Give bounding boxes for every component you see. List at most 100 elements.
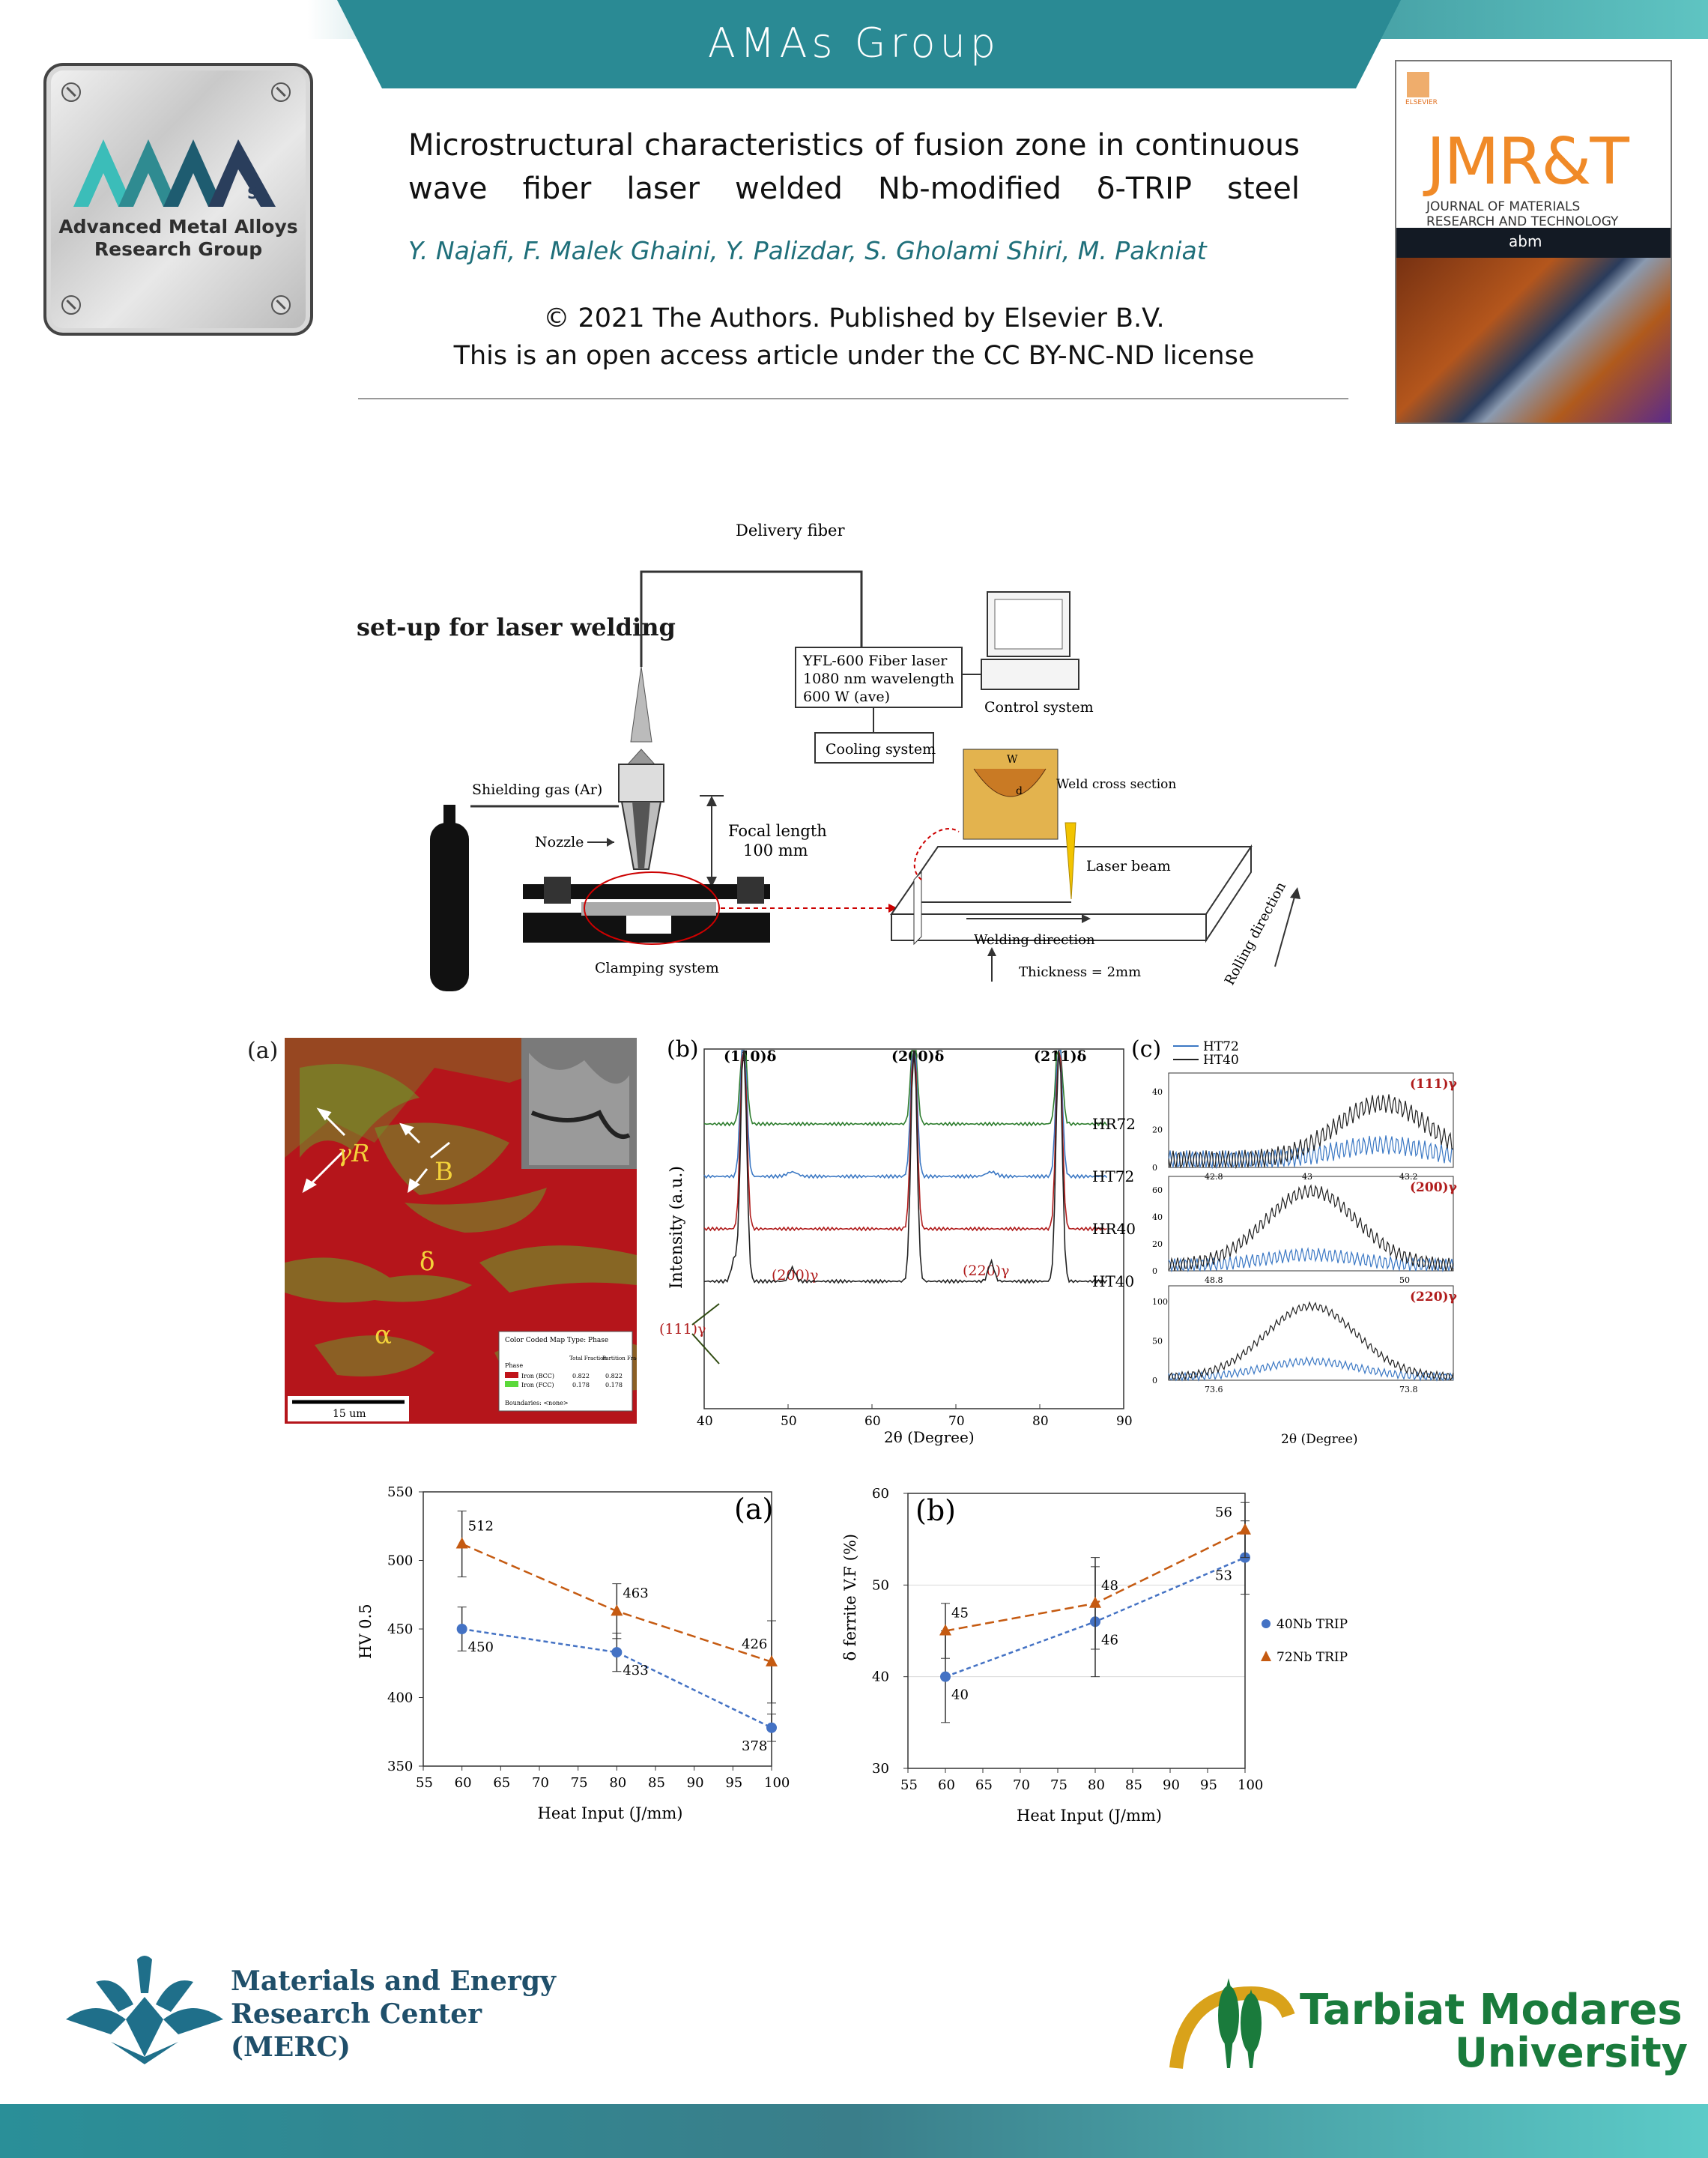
xrd-x-tick-label: 70 xyxy=(948,1414,965,1429)
y-tick-label: 350 xyxy=(387,1759,413,1774)
xrd-panel-label: (b) xyxy=(667,1036,699,1063)
elsevier-tree-icon xyxy=(1407,72,1429,97)
x-tick-label: 70 xyxy=(532,1775,549,1791)
screw-icon xyxy=(271,82,291,102)
merc-name-line1: Materials and Energy xyxy=(231,1965,556,1997)
x-tick-label: 55 xyxy=(416,1775,433,1791)
zoom-trace-ht40 xyxy=(1168,1301,1454,1382)
x-tick-label: 55 xyxy=(900,1777,918,1793)
xrd-series-label-hr40: HR40 xyxy=(1092,1220,1136,1238)
zoom-panel-peak-label: (220)γ xyxy=(1410,1290,1458,1305)
data-label: 56 xyxy=(1215,1505,1232,1520)
data-point xyxy=(939,1624,951,1636)
data-label: 450 xyxy=(468,1639,494,1655)
zoom-panel-frame xyxy=(1168,1072,1454,1168)
weld-cross-section-label: Weld cross section xyxy=(1056,777,1176,792)
x-tick-label: 90 xyxy=(687,1775,704,1791)
x-tick-label: 100 xyxy=(764,1775,790,1791)
xrd-x-tick-label: 40 xyxy=(697,1414,713,1429)
legend-fcc-total: 0.178 xyxy=(572,1382,590,1388)
zoom-legend-ht72: HT72 xyxy=(1203,1039,1239,1054)
focal-length-value: 100 mm xyxy=(743,841,808,859)
legend-fcc: Iron (FCC) xyxy=(521,1382,554,1388)
zoom-x-tick-label: 73.8 xyxy=(1399,1385,1418,1394)
merc-name-line2: Research Center xyxy=(231,1998,482,2030)
gas-cylinder-icon xyxy=(430,805,469,991)
zoom-y-tick-label: 0 xyxy=(1152,1266,1157,1276)
data-point xyxy=(611,1647,623,1658)
zoom-trace-ht72 xyxy=(1168,1135,1454,1170)
clamping-system-label: Clamping system xyxy=(595,960,719,976)
zoom-y-tick-label: 40 xyxy=(1152,1212,1163,1222)
x-tick-label: 95 xyxy=(725,1775,742,1791)
y-tick-label: 60 xyxy=(872,1486,889,1502)
peak-110: (110)δ xyxy=(724,1048,776,1065)
amas-mark-icon xyxy=(73,139,276,207)
data-label: 426 xyxy=(742,1636,767,1652)
xrd-trace-hr40 xyxy=(703,1050,1107,1232)
copyright-line1: © 2021 The Authors. Published by Elsevie… xyxy=(543,303,1165,333)
data-point xyxy=(455,1537,468,1549)
delivery-fiber-label: Delivery fiber xyxy=(736,522,845,540)
nozzle-label: Nozzle xyxy=(535,834,584,850)
x-tick-label: 100 xyxy=(1238,1777,1263,1793)
cover-society: abm xyxy=(1509,232,1542,250)
x-tick-label: 85 xyxy=(648,1775,665,1791)
zoom-y-tick-label: 100 xyxy=(1152,1297,1168,1307)
data-label: 512 xyxy=(468,1519,494,1535)
zoom-x-tick-label: 50 xyxy=(1399,1275,1410,1285)
y-axis-label: HV 0.5 xyxy=(357,1604,375,1659)
weld-zone-highlight xyxy=(584,871,720,945)
screw-icon xyxy=(61,295,81,315)
control-system-label: Control system xyxy=(984,699,1094,716)
zoom-panel-peak-label: (111)γ xyxy=(1410,1077,1458,1092)
data-point xyxy=(766,1722,777,1733)
welding-direction-label: Welding direction xyxy=(974,932,1095,948)
x-tick-label: 60 xyxy=(455,1775,472,1791)
xrd-x-tick-label: 50 xyxy=(781,1414,797,1429)
data-point xyxy=(611,1604,623,1616)
xrd-xlabel: 2θ (Degree) xyxy=(884,1428,975,1446)
data-label: 48 xyxy=(1101,1578,1118,1594)
legend-label: 40Nb TRIP xyxy=(1277,1617,1348,1632)
chart-panel-label: (b) xyxy=(915,1494,956,1527)
label-delta: δ xyxy=(420,1247,434,1277)
focal-length-label: Focal length xyxy=(728,822,827,840)
merc-name-line3: (MERC) xyxy=(231,2031,351,2063)
ebsd-phase-map: γR B δ α Color Coded Map Type: Phase Pha… xyxy=(285,1038,637,1424)
data-label: 53 xyxy=(1215,1568,1232,1584)
y-tick-label: 450 xyxy=(387,1621,413,1637)
x-tick-label: 85 xyxy=(1125,1777,1142,1793)
thickness-label: Thickness = 2mm xyxy=(1019,964,1141,980)
x-tick-label: 65 xyxy=(493,1775,510,1791)
xrd-chart: (b) (110)δ (200)δ (211)δ Intensity (a.u.… xyxy=(659,1036,1136,1446)
legend-bcc-partition: 0.822 xyxy=(605,1373,623,1379)
legend-marker xyxy=(1261,1651,1271,1661)
scale-bar-label: 15 um xyxy=(333,1408,366,1420)
phase-legend-title: Color Coded Map Type: Phase xyxy=(505,1337,608,1344)
zoom-trace-ht40 xyxy=(1168,1184,1454,1272)
xrd-trace-ht40 xyxy=(703,1050,1108,1284)
clamping-fixture xyxy=(523,877,770,943)
screw-icon xyxy=(61,82,81,102)
data-label: 433 xyxy=(623,1663,648,1678)
shielding-gas-label: Shielding gas (Ar) xyxy=(472,782,602,798)
phase-legend xyxy=(498,1331,633,1412)
cover-society-strip: abm xyxy=(1396,228,1671,258)
data-label: 40 xyxy=(951,1687,969,1703)
zoom-legend-ht40: HT40 xyxy=(1203,1053,1239,1068)
xrd-trace-ht72 xyxy=(703,1050,1108,1179)
logo-subtitle-line2: Research Group xyxy=(94,238,263,260)
cover-journal-name: JMR&T xyxy=(1426,124,1629,199)
x-axis-label: Heat Input (J/mm) xyxy=(1017,1807,1162,1825)
xrd-series-label-ht72: HT72 xyxy=(1092,1167,1134,1185)
xrd-x-tick-label: 80 xyxy=(1032,1414,1049,1429)
zoom-y-tick-label: 0 xyxy=(1152,1376,1157,1385)
merc-logo-icon xyxy=(66,1956,223,2064)
amas-logo: S Advanced Metal Alloys Research Group xyxy=(43,63,313,336)
hardness-chart: 55 60 65 70 75 80 85 90 95 100 350 400 450 500 550 Heat… xyxy=(357,1484,790,1822)
cross-section-w: W xyxy=(1007,754,1018,766)
zoom-y-tick-label: 20 xyxy=(1152,1239,1163,1249)
cover-journal-subtitle: JOURNAL OF MATERIALS RESEARCH AND TECHNO… xyxy=(1426,199,1666,229)
